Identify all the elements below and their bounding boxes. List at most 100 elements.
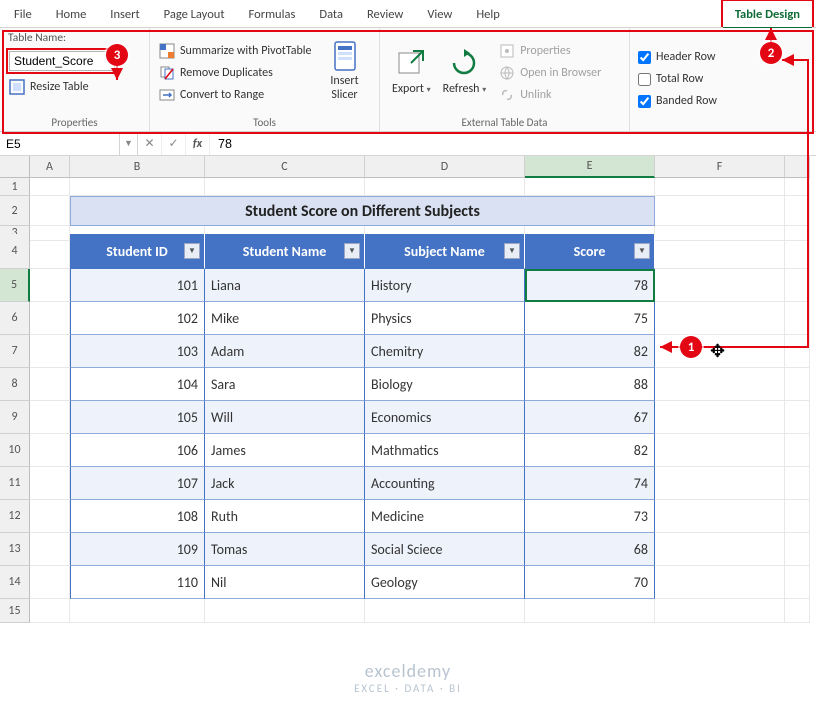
col-d[interactable]: D bbox=[365, 156, 525, 178]
tab-home[interactable]: Home bbox=[44, 1, 99, 27]
cell[interactable] bbox=[785, 196, 810, 226]
cell[interactable] bbox=[655, 269, 785, 302]
cell-name[interactable]: James bbox=[205, 434, 365, 467]
cell-name[interactable]: Mike bbox=[205, 302, 365, 335]
cell[interactable] bbox=[785, 269, 810, 302]
cell-score[interactable]: 73 bbox=[525, 500, 655, 533]
rowhead-6[interactable]: 6 bbox=[0, 302, 30, 335]
cell-subject[interactable]: Physics bbox=[365, 302, 525, 335]
resize-table-button[interactable]: Resize Table bbox=[6, 77, 118, 97]
cell[interactable] bbox=[655, 401, 785, 434]
filter-icon[interactable]: ▼ bbox=[344, 243, 360, 259]
cell-score[interactable]: 75 bbox=[525, 302, 655, 335]
cell-name[interactable]: Tomas bbox=[205, 533, 365, 566]
cell[interactable] bbox=[30, 335, 70, 368]
tab-page-layout[interactable]: Page Layout bbox=[152, 1, 237, 27]
cell-subject[interactable]: Economics bbox=[365, 401, 525, 434]
cell-id[interactable]: 107 bbox=[70, 467, 205, 500]
cell[interactable] bbox=[785, 178, 810, 196]
tab-table-design[interactable]: Table Design bbox=[721, 0, 814, 27]
cancel-formula-button[interactable]: ✕ bbox=[138, 132, 162, 155]
cell-subject[interactable]: Chemitry bbox=[365, 335, 525, 368]
cell-subject[interactable]: Mathmatics bbox=[365, 434, 525, 467]
header-row-checkbox[interactable]: Header Row bbox=[636, 47, 719, 67]
cell[interactable] bbox=[785, 500, 810, 533]
col-g[interactable] bbox=[785, 156, 810, 178]
select-all-corner[interactable] bbox=[0, 156, 30, 178]
cell[interactable] bbox=[30, 566, 70, 599]
cell[interactable] bbox=[365, 599, 525, 623]
cell-id[interactable]: 103 bbox=[70, 335, 205, 368]
cell[interactable] bbox=[30, 178, 70, 196]
export-button[interactable]: Export ▾ bbox=[386, 31, 437, 111]
cell[interactable] bbox=[655, 368, 785, 401]
cell-subject[interactable]: History bbox=[365, 269, 525, 302]
cell-subject[interactable]: Social Sciece bbox=[365, 533, 525, 566]
cell-score[interactable]: 70 bbox=[525, 566, 655, 599]
banded-row-checkbox[interactable]: Banded Row bbox=[636, 91, 719, 111]
tab-insert[interactable]: Insert bbox=[98, 1, 151, 27]
cell[interactable] bbox=[30, 401, 70, 434]
cell-score[interactable]: 67 bbox=[525, 401, 655, 434]
tab-view[interactable]: View bbox=[415, 1, 464, 27]
cell[interactable] bbox=[205, 178, 365, 196]
cell-subject[interactable]: Biology bbox=[365, 368, 525, 401]
cell[interactable] bbox=[785, 368, 810, 401]
remove-duplicates-button[interactable]: Remove Duplicates bbox=[156, 63, 315, 83]
cell[interactable] bbox=[655, 500, 785, 533]
cell-score[interactable]: 82 bbox=[525, 434, 655, 467]
summarize-pivot-button[interactable]: Summarize with PivotTable bbox=[156, 41, 315, 61]
cell[interactable] bbox=[785, 533, 810, 566]
cell[interactable] bbox=[525, 599, 655, 623]
cell[interactable] bbox=[785, 566, 810, 599]
rowhead-11[interactable]: 11 bbox=[0, 467, 30, 500]
formula-input[interactable] bbox=[210, 132, 816, 155]
th-subject-name[interactable]: Subject Name▼ bbox=[365, 234, 525, 269]
cell-id[interactable]: 106 bbox=[70, 434, 205, 467]
rowhead-12[interactable]: 12 bbox=[0, 500, 30, 533]
th-student-name[interactable]: Student Name▼ bbox=[205, 234, 365, 269]
cell[interactable] bbox=[655, 467, 785, 500]
fx-button[interactable]: fx bbox=[186, 132, 210, 155]
rowhead-7[interactable]: 7 bbox=[0, 335, 30, 368]
cell[interactable] bbox=[655, 566, 785, 599]
name-box-dropdown[interactable]: ▼ bbox=[120, 132, 138, 155]
cell[interactable] bbox=[655, 599, 785, 623]
cell-name[interactable]: Jack bbox=[205, 467, 365, 500]
rowhead-4[interactable]: 4 bbox=[0, 234, 30, 269]
cell-id[interactable]: 109 bbox=[70, 533, 205, 566]
rowhead-8[interactable]: 8 bbox=[0, 368, 30, 401]
cell[interactable] bbox=[30, 467, 70, 500]
filter-icon[interactable]: ▼ bbox=[504, 243, 520, 259]
tab-review[interactable]: Review bbox=[355, 1, 415, 27]
insert-slicer-button[interactable]: Insert Slicer bbox=[323, 31, 367, 111]
cell[interactable] bbox=[30, 368, 70, 401]
cell[interactable] bbox=[785, 401, 810, 434]
cell[interactable] bbox=[70, 178, 205, 196]
cell[interactable] bbox=[785, 234, 810, 269]
cell-name[interactable]: Nil bbox=[205, 566, 365, 599]
cell[interactable] bbox=[205, 599, 365, 623]
cell-id[interactable]: 110 bbox=[70, 566, 205, 599]
cell-name[interactable]: Sara bbox=[205, 368, 365, 401]
rowhead-9[interactable]: 9 bbox=[0, 401, 30, 434]
cell-score[interactable]: 82 bbox=[525, 335, 655, 368]
cell[interactable] bbox=[30, 533, 70, 566]
cell[interactable] bbox=[30, 434, 70, 467]
cell-subject[interactable]: Geology bbox=[365, 566, 525, 599]
table-name-input[interactable] bbox=[9, 51, 115, 71]
cell[interactable] bbox=[30, 302, 70, 335]
cell-id[interactable]: 104 bbox=[70, 368, 205, 401]
cell[interactable] bbox=[30, 196, 70, 226]
tab-help[interactable]: Help bbox=[464, 1, 511, 27]
cell-subject[interactable]: Accounting bbox=[365, 467, 525, 500]
cell[interactable] bbox=[655, 234, 785, 269]
cell[interactable] bbox=[30, 269, 70, 302]
cell-name[interactable]: Will bbox=[205, 401, 365, 434]
refresh-button[interactable]: Refresh ▾ bbox=[437, 31, 493, 111]
cell[interactable] bbox=[30, 599, 70, 623]
cell-id[interactable]: 105 bbox=[70, 401, 205, 434]
rowhead-13[interactable]: 13 bbox=[0, 533, 30, 566]
rowhead-1[interactable]: 1 bbox=[0, 178, 30, 196]
col-b[interactable]: B bbox=[70, 156, 205, 178]
